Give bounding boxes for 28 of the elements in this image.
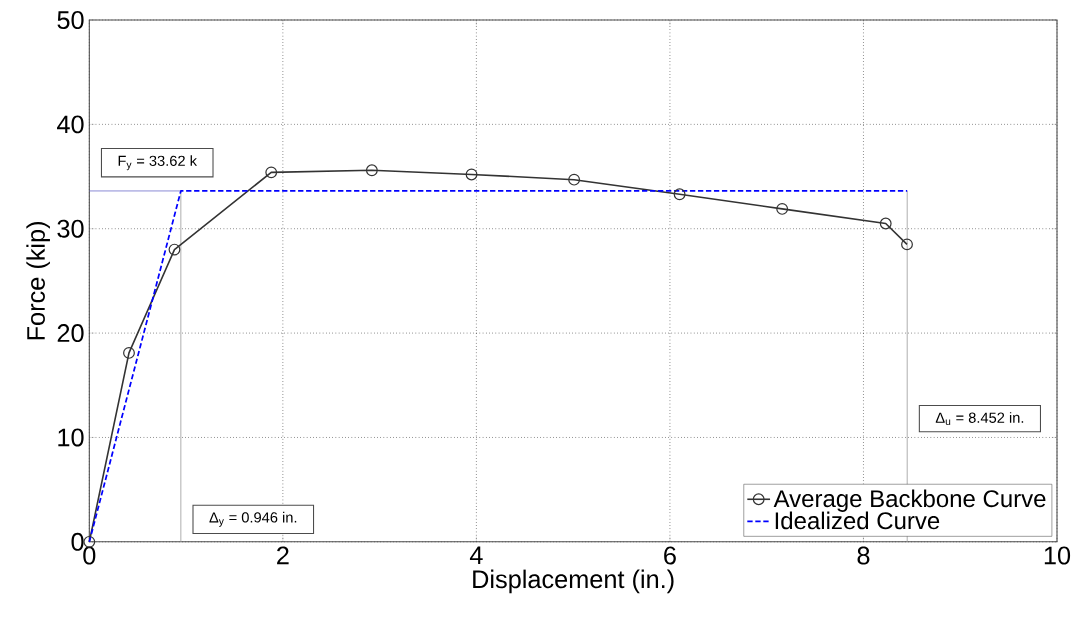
ref-line-label: F$_{y}$ = 33.62 k	[118, 155, 198, 171]
x-tick-label: 2	[277, 546, 289, 565]
y-tick-label: 0	[71, 532, 84, 551]
point	[568, 173, 581, 186]
x-tick-label: 0	[83, 546, 96, 565]
x-tick-label: 4	[469, 546, 483, 565]
point	[265, 166, 278, 179]
ref-line-label: Δ$_{y}$ = 0.946 in.	[209, 511, 297, 527]
x-tick-label: 8	[857, 546, 870, 565]
point	[673, 188, 686, 201]
point	[465, 168, 478, 181]
point	[879, 217, 892, 230]
y-tick-label: 40	[57, 115, 84, 134]
x-tick-label: 10	[1044, 546, 1071, 565]
y-tick-label: 30	[57, 219, 84, 238]
x-axis-title: Displacement (in.)	[473, 569, 674, 594]
y-axis-title: Force (kip)	[26, 222, 50, 340]
legend-label: Idealized Curve	[775, 511, 940, 530]
point	[901, 238, 913, 251]
point	[776, 203, 789, 215]
y-tick-label: 10	[58, 428, 84, 447]
x-tick-label: 6	[664, 546, 676, 565]
y-tick-label: 20	[57, 324, 84, 343]
point	[365, 164, 378, 177]
point	[168, 243, 181, 256]
y-tick-label: 50	[57, 11, 84, 30]
point	[123, 347, 135, 359]
ref-line-label: Δ$_{u}$ = 8.452 in.	[935, 412, 1024, 426]
